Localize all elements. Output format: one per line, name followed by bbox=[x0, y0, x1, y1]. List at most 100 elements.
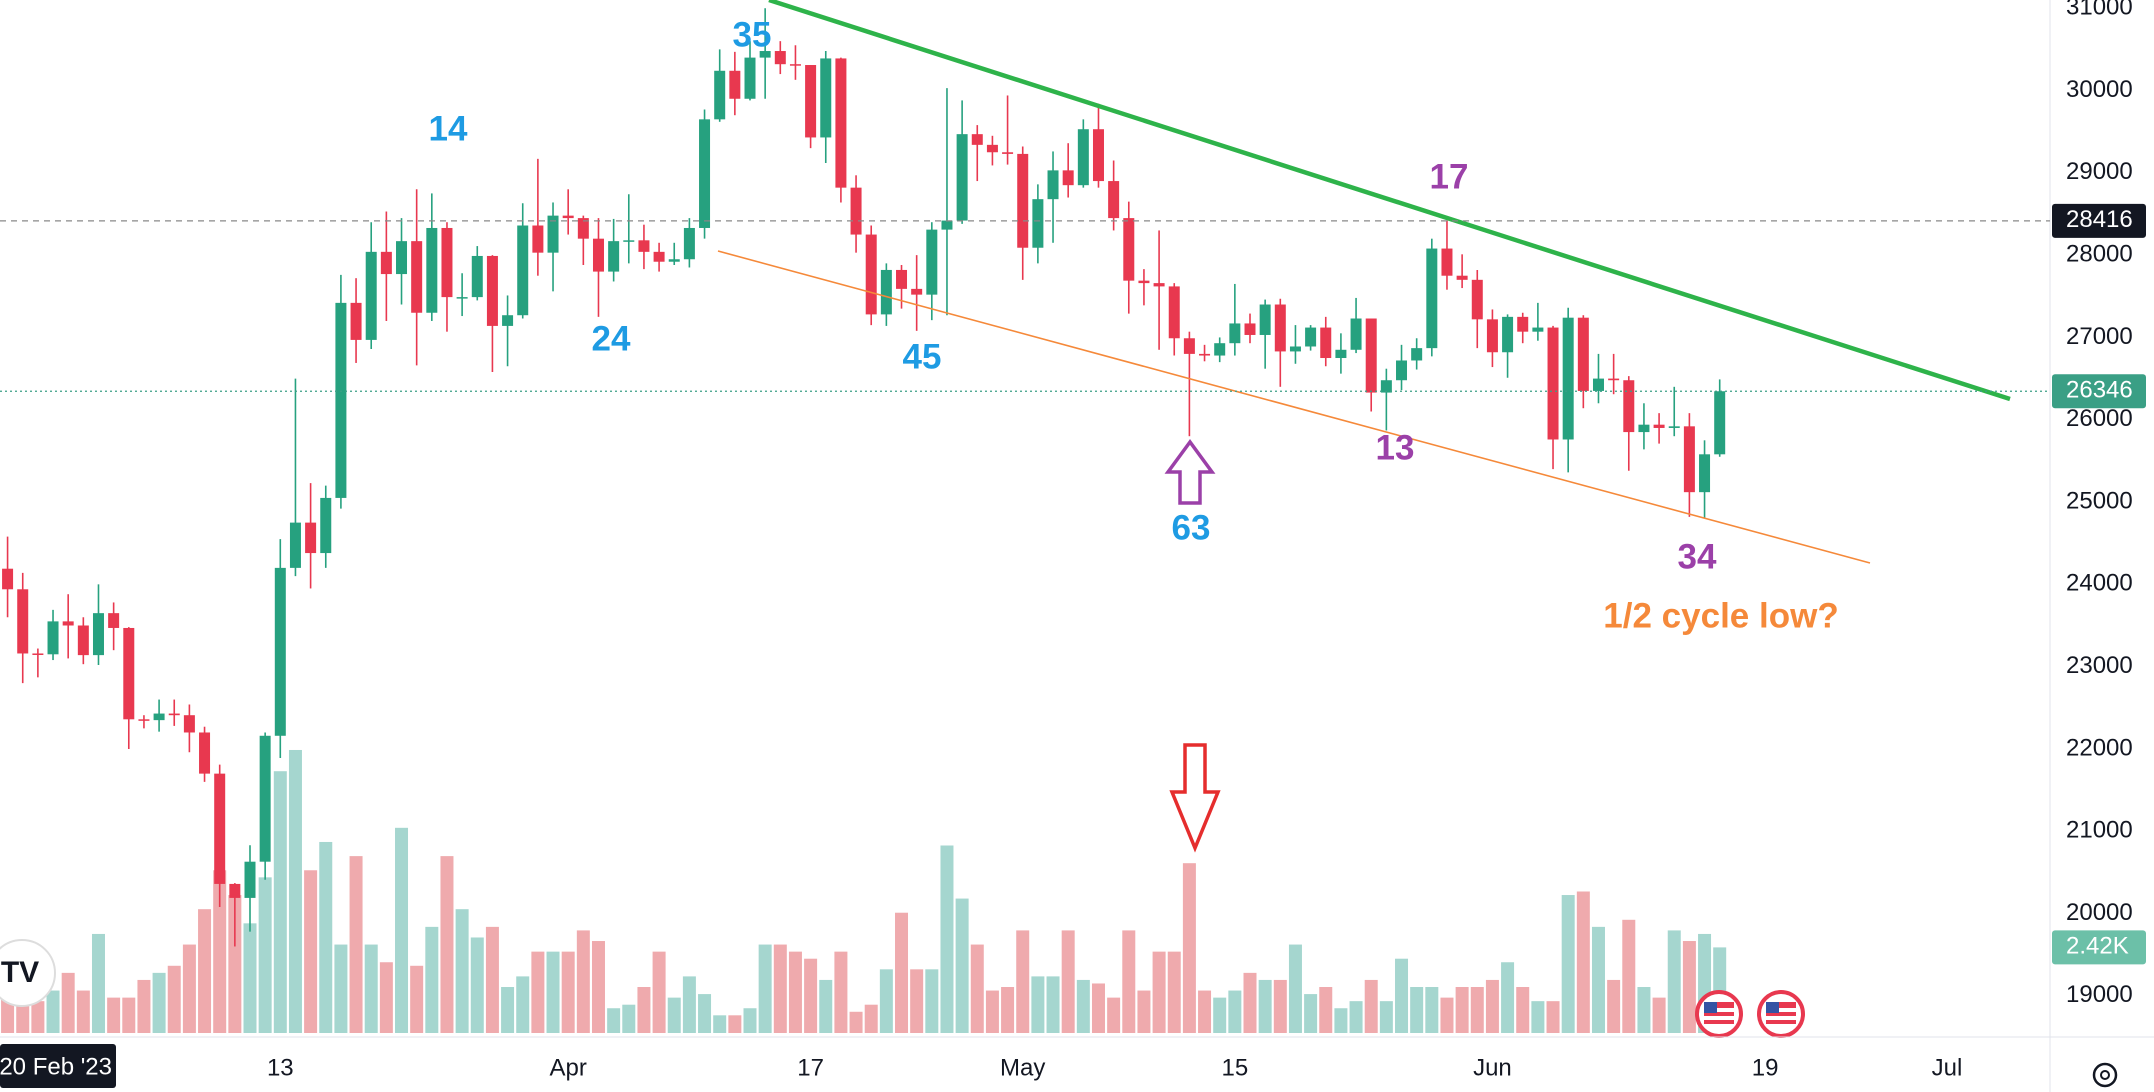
volume-bar bbox=[1440, 997, 1454, 1033]
volume-bar bbox=[1591, 926, 1605, 1033]
volume-bar bbox=[1016, 930, 1030, 1033]
annotation: 35 bbox=[733, 15, 772, 54]
volume-bar bbox=[940, 845, 954, 1033]
x-tick-label: May bbox=[1000, 1054, 1045, 1081]
volume-bar bbox=[1561, 895, 1575, 1033]
ref-price-box bbox=[2052, 203, 2146, 238]
y-tick-label: 22000 bbox=[2066, 734, 2133, 761]
volume-bar bbox=[561, 951, 575, 1033]
candle-body bbox=[62, 621, 74, 626]
volume-bar bbox=[182, 944, 196, 1033]
last-price-label: 26346 bbox=[2066, 377, 2133, 404]
candle-body bbox=[1062, 170, 1074, 186]
volume-label: 2.42K bbox=[2066, 933, 2129, 960]
candle-body bbox=[1123, 218, 1135, 281]
candle-body bbox=[805, 65, 817, 138]
candle-body bbox=[1047, 170, 1059, 200]
volume-bar bbox=[1410, 987, 1424, 1033]
lower-trendline bbox=[717, 250, 1871, 564]
volume-bar bbox=[46, 990, 60, 1033]
candle-body bbox=[199, 732, 211, 774]
candle-body bbox=[320, 497, 332, 554]
volume-bar bbox=[910, 969, 924, 1033]
volume-bar bbox=[379, 962, 393, 1033]
volume-bar bbox=[591, 941, 605, 1033]
candle-body bbox=[183, 715, 195, 733]
volume-bar bbox=[788, 951, 802, 1033]
y-tick-label: 20000 bbox=[2066, 899, 2133, 926]
volume-bar bbox=[1031, 976, 1045, 1033]
candle-body bbox=[1653, 424, 1665, 428]
volume-bar bbox=[485, 926, 499, 1033]
annotation: 14 bbox=[429, 109, 468, 148]
volume-bar bbox=[167, 965, 181, 1033]
volume-bar bbox=[440, 856, 454, 1033]
volume-bar bbox=[773, 944, 787, 1033]
candle-body bbox=[1547, 327, 1559, 440]
volume-bar bbox=[849, 1011, 863, 1033]
candle-body bbox=[123, 627, 135, 720]
x-tick-label: 13 bbox=[267, 1054, 294, 1081]
volume-bar bbox=[1198, 990, 1212, 1033]
candle-body bbox=[305, 522, 317, 554]
candle-body bbox=[244, 861, 256, 898]
candle-body bbox=[1699, 454, 1711, 493]
candle-body bbox=[1532, 327, 1544, 332]
candle-body bbox=[592, 238, 604, 272]
candle-body bbox=[153, 713, 165, 721]
candle-body bbox=[1032, 199, 1044, 248]
volume-bar bbox=[758, 944, 772, 1033]
volume-bar bbox=[682, 976, 696, 1033]
volume-bar bbox=[76, 990, 90, 1033]
candle-body bbox=[638, 240, 650, 252]
candle-body bbox=[789, 64, 801, 66]
volume-bar bbox=[1334, 1008, 1348, 1033]
candle-body bbox=[941, 220, 953, 230]
volume-bar bbox=[879, 969, 893, 1033]
volume-bar bbox=[1637, 987, 1651, 1033]
volume-bar bbox=[546, 951, 560, 1033]
annotation: 1/2 cycle low? bbox=[1603, 596, 1838, 635]
volume-bar bbox=[1167, 951, 1181, 1033]
candle-body bbox=[502, 315, 514, 326]
volume-bar bbox=[1152, 951, 1166, 1033]
down-arrow bbox=[1169, 743, 1221, 853]
volume-label-box bbox=[2052, 930, 2146, 965]
candle-body bbox=[562, 215, 574, 219]
volume-bar bbox=[743, 1008, 757, 1033]
candle-body bbox=[289, 522, 301, 568]
candle-body bbox=[714, 70, 726, 120]
candle-body bbox=[396, 241, 408, 275]
candle-body bbox=[1199, 353, 1211, 356]
ref-price-label: 28416 bbox=[2066, 206, 2133, 233]
candle-body bbox=[577, 218, 589, 239]
candle-body bbox=[986, 144, 998, 153]
volume-bar bbox=[410, 965, 424, 1033]
volume-bar bbox=[1091, 983, 1105, 1033]
candle-body bbox=[896, 269, 908, 289]
annotation: 13 bbox=[1376, 428, 1415, 467]
candle-body bbox=[1623, 380, 1635, 433]
candle-body bbox=[1320, 327, 1332, 359]
volume-bar bbox=[1046, 976, 1060, 1033]
x-tick-label: 15 bbox=[1221, 1054, 1248, 1081]
x-tick-label: 19 bbox=[1752, 1054, 1779, 1081]
volume-bar bbox=[122, 997, 136, 1033]
volume-bar bbox=[970, 944, 984, 1033]
y-tick-label: 31000 bbox=[2066, 0, 2133, 21]
candle-body bbox=[1214, 343, 1226, 356]
candle-body bbox=[365, 251, 377, 340]
volume-bar bbox=[137, 979, 151, 1033]
volume-bar bbox=[273, 771, 287, 1033]
candle-body bbox=[471, 255, 483, 298]
volume-bar bbox=[652, 951, 666, 1033]
settings-icon[interactable] bbox=[2092, 1062, 2118, 1088]
candle-body bbox=[956, 134, 968, 221]
candle-body bbox=[1638, 424, 1650, 433]
candle-body bbox=[1168, 286, 1180, 339]
volume-bar bbox=[1501, 962, 1515, 1033]
candle-body bbox=[108, 613, 120, 628]
y-tick-label: 19000 bbox=[2066, 981, 2133, 1008]
volume-bar bbox=[395, 827, 409, 1033]
candle-body bbox=[835, 58, 847, 188]
